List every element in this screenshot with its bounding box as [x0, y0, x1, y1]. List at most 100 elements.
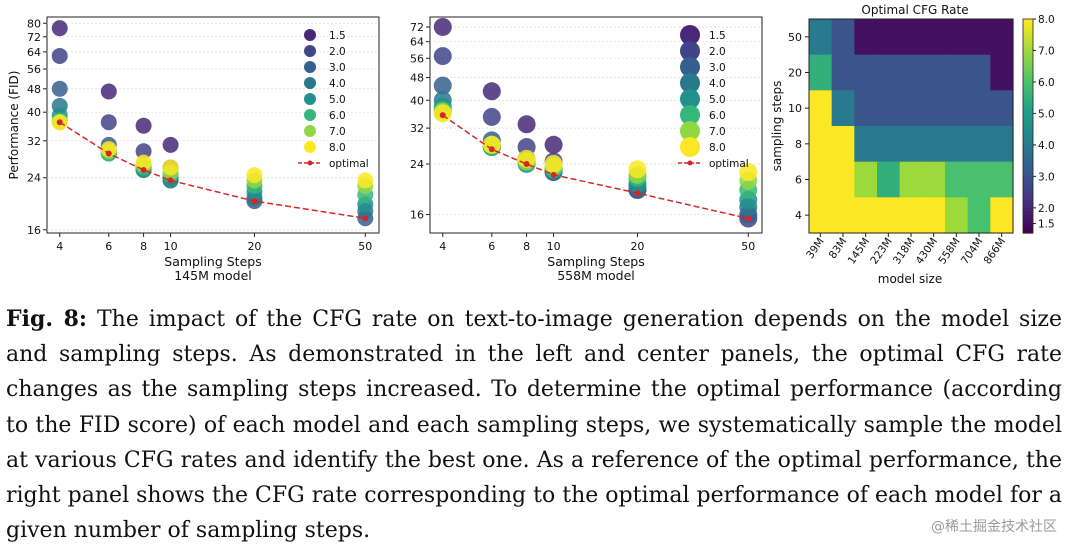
left-legend-marker: [304, 61, 316, 73]
center-legend-label: 2.0: [709, 46, 726, 58]
center-plot-frame: [429, 16, 763, 234]
colorbar-segment: [1023, 168, 1033, 173]
left-optimal-point: [56, 119, 63, 126]
heatmap-ytick-label: 8: [795, 138, 802, 151]
left-point-cfg-1.5: [135, 117, 152, 134]
heatmap-cell: [967, 161, 991, 198]
left-xtick-label: 6: [105, 240, 112, 253]
center-point-cfg-8.0: [628, 160, 647, 179]
center-point-cfg-8.0: [544, 154, 563, 173]
heatmap-cell: [854, 90, 878, 127]
heatmap-cell: [899, 54, 923, 91]
heatmap-cell: [831, 19, 855, 56]
center-optimal-point: [550, 171, 557, 178]
heatmap-cell: [967, 90, 991, 127]
heatmap-cell: [990, 161, 1014, 198]
colorbar-tick-label: 7.0: [1038, 45, 1055, 57]
colorbar-segment: [1023, 136, 1033, 141]
center-ytick-label: 72: [410, 21, 424, 34]
caption-label: Fig. 8:: [6, 306, 88, 332]
left-legend-marker: [304, 141, 316, 153]
left-plot-frame: [46, 16, 380, 234]
colorbar-segment: [1023, 218, 1033, 223]
heatmap-ytick-label: 4: [795, 209, 802, 222]
left-xtick-label: 4: [56, 240, 63, 253]
colorbar-tick-label: 2.0: [1038, 203, 1055, 215]
left-ytick-label: 16: [27, 224, 41, 237]
heatmap-cell: [967, 19, 991, 56]
left-legend-label: 3.0: [329, 62, 346, 74]
left-xtick-label: 10: [164, 240, 178, 253]
left-legend-label: 6.0: [329, 110, 346, 122]
center-legend-marker: [680, 25, 700, 45]
heatmap-cell: [967, 126, 991, 163]
heatmap-cell: [809, 54, 833, 91]
center-point-cfg-8.0: [739, 163, 758, 182]
heatmap-cell: [945, 19, 969, 56]
colorbar-segment: [1023, 126, 1033, 131]
colorbar-segment: [1023, 76, 1033, 81]
heatmap-cell: [831, 197, 855, 234]
center-point-cfg-1.5: [433, 17, 452, 36]
center-point-cfg-2.0: [482, 107, 501, 126]
left-point-cfg-8.0: [162, 159, 179, 176]
colorbar-segment: [1023, 225, 1033, 231]
heatmap-ytick-label: 10: [788, 102, 802, 115]
heatmap-cell: [899, 126, 923, 163]
left-legend-marker: [304, 93, 316, 105]
center-ytick-label: 16: [410, 209, 424, 222]
center-xtick-label: 20: [630, 240, 644, 253]
colorbar-segment: [1023, 79, 1033, 84]
left-legend-label: optimal: [329, 158, 369, 170]
colorbar-segment: [1023, 222, 1033, 227]
center-ytick-label: 40: [410, 94, 424, 107]
left-xtick-label: 20: [247, 240, 261, 253]
left-ytick-label: 64: [27, 46, 41, 59]
colorbar-frame: [1022, 18, 1034, 234]
colorbar-segment: [1023, 179, 1033, 184]
colorbar-segment: [1023, 86, 1033, 91]
left-legend-label: 1.5: [329, 30, 346, 42]
left-xtick-label: 50: [358, 240, 372, 253]
colorbar-tick-label: 8.0: [1038, 14, 1055, 26]
left-legend: 1.5 2.0 3.0 4.0 5.0 6.0 7.0 8.0 optimal: [298, 29, 369, 170]
heatmap-cell: [990, 90, 1014, 127]
center-legend-label: 7.0: [709, 126, 726, 138]
left-ytick-label: 56: [27, 63, 41, 76]
colorbar-segment: [1023, 172, 1033, 177]
left-point-cfg-8.0: [246, 167, 263, 184]
colorbar-segment: [1023, 165, 1033, 170]
left-point-cfg-1.5: [100, 83, 117, 100]
heatmap-cells: [809, 19, 1014, 234]
colorbar-segment: [1023, 61, 1033, 66]
colorbar-segment: [1023, 101, 1033, 106]
left-legend-marker: [304, 45, 316, 57]
center-point-cfg-1.5: [482, 82, 501, 101]
colorbar-segment: [1023, 40, 1033, 45]
center-xtick-label: 8: [523, 240, 530, 253]
left-data-points: [51, 20, 374, 227]
heatmap-cell: [990, 19, 1014, 56]
left-gridlines: [47, 22, 379, 231]
left-optimal-point: [167, 177, 174, 184]
left-optimal-point: [140, 166, 147, 173]
colorbar-segment: [1023, 197, 1033, 202]
left-point-cfg-2.0: [51, 47, 68, 64]
colorbar-segment: [1023, 183, 1033, 188]
heatmap-xlabel: model size: [878, 272, 942, 286]
heatmap-cell: [922, 197, 946, 234]
left-point-cfg-2.0: [135, 143, 152, 160]
center-legend-marker: [680, 137, 700, 157]
center-ytick-label: 32: [410, 122, 424, 135]
center-axis-ticks: 16 24 32 40 48 56 64 72 4 6 8 10 20 50: [410, 21, 755, 253]
center-xtick-label: 10: [547, 240, 561, 253]
heatmap-cell: [990, 126, 1014, 163]
heatmap-cell: [922, 54, 946, 91]
heatmap-cell: [922, 161, 946, 198]
colorbar-segment: [1023, 129, 1033, 134]
center-legend-label: 1.5: [709, 30, 726, 42]
heatmap-cell: [899, 197, 923, 234]
colorbar-segment: [1023, 161, 1033, 166]
heatmap-cell: [990, 197, 1014, 234]
